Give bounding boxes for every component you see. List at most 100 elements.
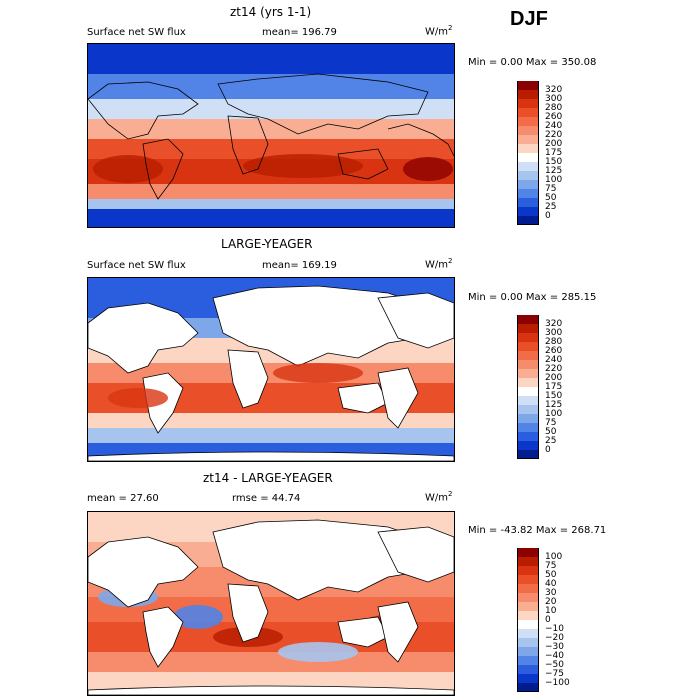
hotspot-a (108, 388, 168, 408)
cb3-tick-8: −10 (545, 624, 564, 634)
panel-2-title: LARGE-YEAGER (221, 237, 313, 251)
hotspot-b (273, 363, 363, 383)
panel-2-minmax: Min = 0.00 Max = 285.15 (468, 292, 597, 303)
cb3-level-13 (517, 665, 539, 674)
cb2-tick-14: 0 (545, 445, 551, 455)
cb2-tick-13: 25 (545, 436, 557, 446)
cb2-tick-5: 220 (545, 364, 563, 374)
cb1-tick-4: 240 (545, 121, 563, 131)
cb1-level-0 (517, 81, 539, 90)
land-north-america (377, 292, 454, 349)
cb1-level-8 (517, 153, 539, 162)
cb2-level-14 (517, 441, 539, 450)
cb2-level-7 (517, 378, 539, 387)
cb2-tick-6: 200 (545, 373, 563, 383)
cb1-tick-14: 0 (545, 211, 551, 221)
band-polar-south (88, 209, 454, 227)
panel-3-map (87, 511, 455, 696)
cb3-tick-7: 0 (545, 615, 551, 625)
cb3-level-0 (517, 548, 539, 557)
cb3-level-7 (517, 611, 539, 620)
land-africa (227, 349, 269, 409)
cb1-tick-0: 320 (545, 85, 563, 95)
panel-3-units: W/m2 (425, 490, 453, 504)
cb2-level-12 (517, 423, 539, 432)
cb1-level-10 (517, 171, 539, 180)
cb2-tick-3: 260 (545, 346, 563, 356)
cb2-tick-1: 300 (545, 328, 563, 338)
panel-1-variable-label: Surface net SW flux (87, 27, 186, 38)
cb3-level-9 (517, 629, 539, 638)
cb3-tick-0: 100 (545, 552, 563, 562)
panel-1-mean-label: mean= 196.79 (262, 27, 337, 38)
band-midlat-south (88, 413, 454, 428)
cb2-level-5 (517, 360, 539, 369)
cb1-tick-2: 280 (545, 103, 563, 113)
cb2-tick-9: 125 (545, 400, 563, 410)
cb3-level-12 (517, 656, 539, 665)
panel-3-map-field (88, 512, 454, 695)
cb3-level-1 (517, 557, 539, 566)
land-south-america (377, 367, 419, 429)
cb1-level-9 (517, 162, 539, 171)
cb3-level-8 (517, 620, 539, 629)
cb1-level-6 (517, 135, 539, 144)
cb3-level-14 (517, 674, 539, 683)
cb1-level-2 (517, 99, 539, 108)
cb3-tick-14: −100 (545, 678, 570, 688)
cb2-level-8 (517, 387, 539, 396)
band-tropics (88, 363, 454, 383)
cb1-level-1 (517, 90, 539, 99)
coldspot-c (278, 642, 358, 662)
cb2-tick-2: 280 (545, 337, 563, 347)
cb2-level-3 (517, 342, 539, 351)
cb1-tick-7: 175 (545, 148, 563, 158)
cb3-tick-9: −20 (545, 633, 564, 643)
cb2-level-1 (517, 324, 539, 333)
cb2-tick-0: 320 (545, 319, 563, 329)
band-midlat-south (88, 184, 454, 199)
panel-1-title: zt14 (yrs 1-1) (230, 5, 312, 19)
cb2-tick-10: 100 (545, 409, 563, 419)
land-eurasia (212, 519, 434, 601)
band-midlat-south (88, 652, 454, 672)
cb2-level-10 (517, 405, 539, 414)
land-australia (337, 382, 389, 414)
cb2-level-9 (517, 396, 539, 405)
panel-1-map-field (88, 44, 454, 227)
land-australia (337, 616, 389, 648)
panel-1-units: W/m2 (425, 24, 453, 38)
band-subpolar-south (88, 428, 454, 443)
cb1-tick-8: 150 (545, 157, 563, 167)
panel-2-map (87, 277, 455, 462)
cb1-level-11 (517, 180, 539, 189)
cb1-level-15 (517, 216, 539, 225)
cb3-level-10 (517, 638, 539, 647)
cb3-tick-6: 10 (545, 606, 557, 616)
cb1-tick-11: 75 (545, 184, 557, 194)
panel-2-units: W/m2 (425, 257, 453, 271)
cb3-tick-5: 20 (545, 597, 557, 607)
cb1-tick-6: 200 (545, 139, 563, 149)
cb1-tick-13: 25 (545, 202, 557, 212)
hotspot-pacific-south (243, 154, 363, 178)
cb2-level-15 (517, 450, 539, 459)
cb2-tick-12: 50 (545, 427, 557, 437)
cb3-level-3 (517, 575, 539, 584)
cb1-tick-10: 100 (545, 175, 563, 185)
land-southwest (142, 606, 184, 668)
cb3-level-11 (517, 647, 539, 656)
cb1-level-14 (517, 207, 539, 216)
cb1-tick-1: 300 (545, 94, 563, 104)
cb3-tick-10: −30 (545, 642, 564, 652)
band-polar-north (88, 44, 454, 74)
hotspot-east-south (403, 157, 453, 181)
cb1-tick-9: 125 (545, 166, 563, 176)
cb1-level-7 (517, 144, 539, 153)
cb2-tick-8: 150 (545, 391, 563, 401)
panel-3-mean-label: mean = 27.60 (87, 493, 159, 504)
land-north-america (377, 526, 454, 583)
cb1-level-3 (517, 108, 539, 117)
coldspot-b (173, 605, 223, 629)
land-eurasia (212, 285, 434, 367)
